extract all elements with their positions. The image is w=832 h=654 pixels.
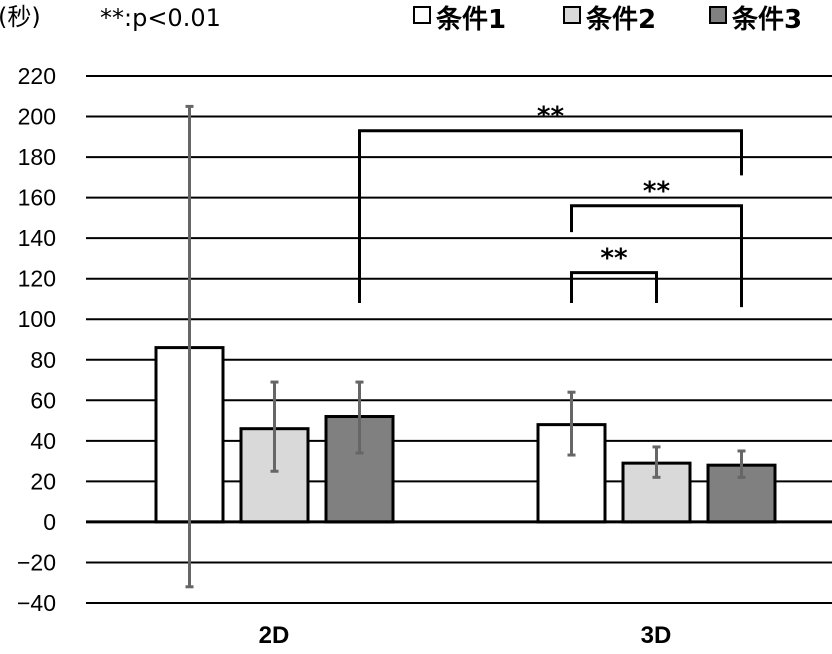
y-tick-label: 200 bbox=[18, 104, 56, 130]
significance-brackets: ** ** ** bbox=[358, 102, 743, 308]
error-bar bbox=[185, 104, 194, 589]
y-tick-label: 80 bbox=[30, 347, 56, 373]
category-labels: 2D 3D bbox=[259, 622, 672, 649]
error-bars bbox=[185, 104, 746, 589]
y-tick-label: 160 bbox=[18, 185, 56, 211]
y-tick-label: 220 bbox=[18, 63, 56, 89]
error-bar bbox=[652, 445, 661, 479]
category-label: 2D bbox=[259, 622, 290, 649]
category-label: 3D bbox=[641, 622, 672, 649]
y-axis-unit-label: (秒) bbox=[0, 3, 41, 31]
error-bar bbox=[737, 449, 746, 479]
significance-label: ** bbox=[643, 177, 671, 207]
error-bar bbox=[355, 380, 364, 455]
error-bar bbox=[567, 390, 576, 457]
significance-bracket: ** bbox=[358, 102, 743, 304]
legend-swatch-condition3 bbox=[709, 6, 727, 24]
bars bbox=[154, 346, 777, 524]
y-tick-label: 100 bbox=[18, 306, 56, 332]
significance-bracket: ** bbox=[570, 177, 743, 308]
significance-label: ** bbox=[537, 102, 565, 132]
significance-label: ** bbox=[600, 244, 628, 274]
y-tick-label: 140 bbox=[18, 225, 56, 251]
y-tick-label: 20 bbox=[30, 468, 56, 494]
y-tick-label: 60 bbox=[30, 387, 56, 413]
y-axis-ticks: −40 −20 0 20 40 60 80 100 120 140 160 180 200 220 bbox=[17, 63, 56, 616]
significance-note: **:p<0.01 bbox=[100, 4, 221, 32]
legend-label-condition3: 条件3 bbox=[732, 5, 802, 35]
legend-label-condition2: 条件2 bbox=[586, 5, 656, 35]
legend: 条件1 条件2 条件3 bbox=[413, 5, 802, 35]
y-tick-label: 180 bbox=[18, 144, 56, 170]
legend-swatch-condition1 bbox=[413, 6, 431, 24]
significance-bracket: ** bbox=[570, 244, 658, 304]
y-tick-label: 40 bbox=[30, 428, 56, 454]
legend-swatch-condition2 bbox=[563, 6, 581, 24]
y-tick-label: −40 bbox=[17, 590, 56, 616]
y-tick-label: 0 bbox=[43, 509, 56, 535]
gridlines bbox=[86, 75, 832, 604]
y-tick-label: 120 bbox=[18, 266, 56, 292]
error-bar bbox=[270, 380, 279, 473]
legend-label-condition1: 条件1 bbox=[436, 5, 506, 35]
y-tick-label: −20 bbox=[17, 549, 56, 575]
